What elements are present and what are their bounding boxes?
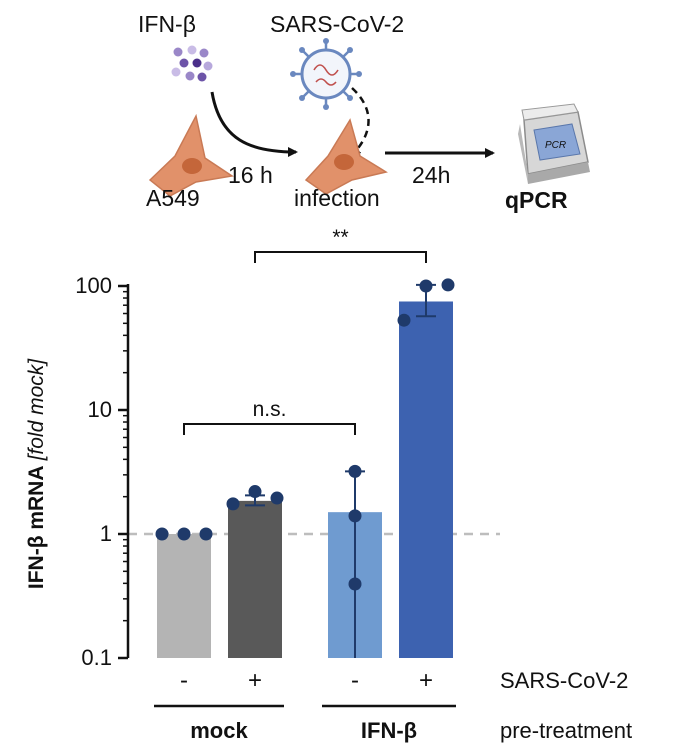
y-axis-label-main: IFN-β mRNA (25, 460, 48, 589)
x-tick-label: + (248, 667, 262, 694)
pretreatment-arrow (210, 91, 298, 157)
y-axis-label-unit: [fold mock] (25, 358, 48, 462)
y-tick-label: 10 (88, 397, 112, 422)
significance-label: ** (332, 226, 348, 249)
x-tick-label: - (351, 667, 359, 694)
data-point (199, 527, 213, 541)
group-label: IFN-β (361, 718, 417, 743)
y-axis-label: IFN-β mRNA [fold mock] (25, 358, 48, 589)
device-label: PCR (545, 140, 566, 151)
data-point (419, 279, 433, 293)
data-points-layer (155, 278, 455, 591)
cell-label: A549 (146, 185, 200, 211)
data-point (348, 577, 362, 591)
x-row-label: SARS-CoV-2 (500, 668, 628, 693)
y-tick-label: 100 (75, 273, 112, 298)
virus-icon (290, 38, 362, 110)
data-point (270, 491, 284, 505)
data-point (397, 313, 411, 327)
data-point (177, 527, 191, 541)
x-tick-label: - (180, 667, 188, 694)
qpcr-machine-icon: PCR (518, 103, 590, 184)
schematic: IFN-β SARS-CoV-2 (138, 11, 590, 213)
data-point (155, 527, 169, 541)
bar (228, 500, 282, 658)
data-point (348, 464, 362, 478)
y-axis: 0.1 1 10 100 (75, 273, 130, 670)
bars-layer (157, 301, 453, 658)
significance-layer: n.s. ** (183, 226, 427, 435)
significance-bracket (254, 251, 427, 263)
significance-label: n.s. (253, 398, 287, 421)
ifn-label: IFN-β (138, 11, 196, 37)
significance-bracket (183, 423, 356, 435)
infected-cell-icon (304, 118, 388, 195)
data-point (348, 509, 362, 523)
bar (399, 301, 453, 658)
y-tick-label: 1 (100, 521, 112, 546)
readout-label: qPCR (505, 187, 568, 213)
a549-cell-icon (148, 113, 234, 197)
infection-label: infection (294, 185, 380, 211)
data-point (441, 278, 455, 292)
group-label: mock (190, 718, 248, 743)
infection-arrow (350, 87, 370, 157)
data-point (226, 497, 240, 511)
x-labels-layer: - + - + SARS-CoV-2 mock IFN-β pre-treatment (154, 667, 632, 743)
time2-label: 24h (412, 162, 450, 188)
time1-label: 16 h (228, 162, 273, 188)
data-point (248, 485, 262, 499)
virus-label: SARS-CoV-2 (270, 11, 404, 37)
y-tick-label: 0.1 (81, 645, 112, 670)
bar (157, 534, 211, 658)
ifn-molecules-icon (171, 45, 213, 82)
group-row-label: pre-treatment (500, 718, 632, 743)
x-tick-label: + (419, 667, 433, 694)
